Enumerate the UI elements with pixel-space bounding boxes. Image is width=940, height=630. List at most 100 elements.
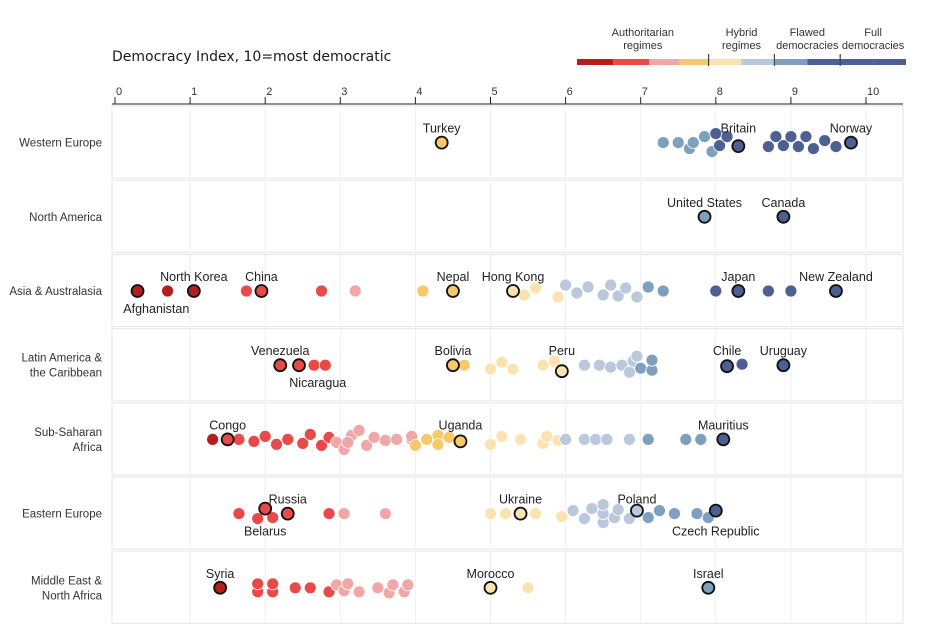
country-point bbox=[769, 130, 783, 144]
region-row: Middle East & North Africa Syria Morocco Isr… bbox=[31, 550, 904, 624]
country-label: Israel bbox=[693, 567, 724, 581]
country-point bbox=[589, 432, 603, 446]
country-label: Congo bbox=[209, 418, 246, 432]
region-name: Africa bbox=[73, 442, 103, 454]
region-row: Western Europe Turkey Britain Norway bbox=[19, 105, 904, 179]
country-point bbox=[713, 139, 726, 153]
country-label: Afghanistan bbox=[123, 302, 189, 316]
legend-color-band bbox=[774, 59, 808, 65]
country-label: Turkey bbox=[423, 122, 461, 136]
region-row: North America United States Canada bbox=[29, 179, 904, 253]
country-point bbox=[600, 432, 614, 446]
country-label: Peru bbox=[549, 344, 575, 358]
country-point bbox=[634, 361, 648, 375]
country-point bbox=[641, 280, 655, 294]
legend-category-label: democracies bbox=[776, 40, 839, 52]
country-point bbox=[656, 284, 670, 298]
country-point bbox=[641, 432, 655, 446]
country-point bbox=[303, 581, 317, 595]
x-tick-label: 1 bbox=[191, 86, 197, 98]
country-point bbox=[484, 507, 497, 520]
country-label: Nepal bbox=[437, 270, 470, 284]
country-point bbox=[818, 134, 832, 148]
legend-color-band bbox=[840, 59, 874, 65]
country-label: Russia bbox=[269, 493, 307, 507]
country-point bbox=[686, 136, 700, 150]
highlighted-country-point bbox=[292, 358, 306, 373]
country-point bbox=[656, 136, 670, 150]
country-point bbox=[521, 581, 535, 595]
country-point bbox=[442, 430, 456, 444]
x-tick-label: 10 bbox=[867, 86, 879, 98]
x-tick-label: 8 bbox=[717, 86, 723, 98]
country-point bbox=[251, 512, 265, 525]
country-point bbox=[761, 140, 775, 154]
region-name: Asia & Australasia bbox=[9, 286, 102, 298]
highlighted-country-point bbox=[513, 506, 528, 521]
highlighted-country-point bbox=[280, 506, 295, 521]
highlighted-country-point bbox=[701, 580, 716, 595]
region-name: Latin America & bbox=[21, 353, 102, 365]
country-point bbox=[307, 358, 321, 372]
region-name: Middle East & bbox=[31, 575, 102, 587]
country-label: United States bbox=[667, 196, 742, 210]
country-point bbox=[232, 507, 246, 520]
country-point bbox=[495, 429, 509, 443]
country-point bbox=[653, 504, 666, 518]
country-point bbox=[258, 429, 272, 443]
highlighted-country-point bbox=[446, 284, 460, 298]
legend-category-label: Authoritarian bbox=[612, 27, 674, 39]
region-name: Western Europe bbox=[19, 138, 102, 150]
country-point bbox=[604, 360, 618, 374]
country-point bbox=[266, 577, 280, 591]
country-point bbox=[251, 577, 265, 591]
country-point bbox=[337, 507, 351, 520]
highlighted-country-point bbox=[776, 358, 791, 373]
country-point bbox=[604, 278, 618, 292]
country-point bbox=[829, 140, 843, 154]
country-point bbox=[288, 581, 302, 595]
country-point bbox=[401, 578, 415, 592]
region-rows: Western Europe Turkey Britain Norway North A… bbox=[9, 105, 904, 624]
country-label: Belarus bbox=[244, 525, 286, 539]
highlighted-country-point bbox=[434, 135, 449, 150]
country-label: Britain bbox=[721, 122, 756, 136]
country-point bbox=[457, 358, 471, 372]
country-point bbox=[341, 435, 355, 449]
highlighted-country-point bbox=[708, 503, 723, 518]
country-label: Canada bbox=[761, 196, 805, 210]
legend-color-band bbox=[741, 59, 775, 65]
highlighted-country-point bbox=[716, 432, 731, 447]
country-point bbox=[390, 432, 404, 446]
country-point bbox=[784, 284, 798, 298]
x-tick-label: 4 bbox=[416, 86, 422, 98]
x-tick-label: 2 bbox=[266, 86, 272, 98]
country-point bbox=[566, 504, 580, 518]
country-point bbox=[499, 507, 512, 520]
country-point bbox=[270, 437, 283, 451]
country-point bbox=[592, 358, 606, 372]
country-point bbox=[240, 284, 253, 298]
country-point bbox=[577, 358, 591, 372]
country-point bbox=[348, 284, 362, 298]
country-point bbox=[408, 438, 422, 452]
highlighted-country-point bbox=[506, 284, 520, 298]
region-name: North Africa bbox=[42, 590, 103, 602]
country-label: Mauritius bbox=[698, 418, 749, 432]
highlighted-country-point bbox=[130, 284, 145, 298]
region-name: Eastern Europe bbox=[22, 509, 102, 521]
country-point bbox=[540, 429, 554, 443]
legend-color-band bbox=[807, 59, 841, 65]
row-panel bbox=[111, 550, 904, 624]
country-point bbox=[352, 423, 366, 437]
country-label: Chile bbox=[713, 344, 742, 358]
country-point bbox=[577, 512, 591, 525]
country-point bbox=[484, 437, 497, 451]
region-name: the Caribbean bbox=[30, 368, 102, 380]
country-point bbox=[529, 507, 542, 520]
country-point bbox=[555, 510, 569, 523]
highlighted-country-point bbox=[186, 284, 201, 298]
region-name: North America bbox=[29, 212, 102, 224]
region-name: Sub-Saharan bbox=[34, 427, 102, 439]
